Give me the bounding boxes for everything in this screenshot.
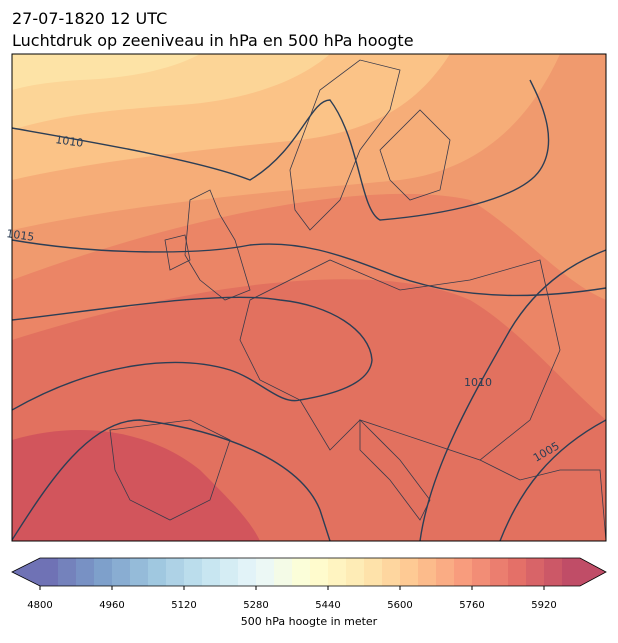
colorbar-segment <box>274 558 293 586</box>
colorbar-segment <box>454 558 473 586</box>
colorbar-frame <box>11 557 607 587</box>
colorbar-segment <box>184 558 203 586</box>
colorbar-segment <box>166 558 185 586</box>
colorbar-segment <box>202 558 221 586</box>
colorbar-segment <box>364 558 383 586</box>
colorbar-segment <box>238 558 257 586</box>
colorbar-segment <box>130 558 149 586</box>
colorbar-segment <box>418 558 437 586</box>
colorbar-tick-label: 5280 <box>243 600 268 611</box>
contour-label: 1010 <box>464 376 492 389</box>
title: 27-07-1820 12 UTC <box>12 9 167 28</box>
colorbar-tick-label: 5440 <box>315 600 340 611</box>
colorbar: 4800 4960 5120 5280 5440 5600 5760 5920 <box>11 557 607 611</box>
colorbar-tick-label: 5600 <box>387 600 412 611</box>
colorbar-segment <box>436 558 455 586</box>
colorbar-tick-label: 5920 <box>531 600 556 611</box>
colorbar-segment <box>400 558 419 586</box>
colorbar-extend-low <box>12 558 40 586</box>
colorbar-segment <box>562 558 581 586</box>
contour-label: 1010 <box>55 133 85 150</box>
colorbar-tick-label: 5760 <box>459 600 484 611</box>
colorbar-tick-label: 4960 <box>99 600 124 611</box>
colorbar-segment <box>382 558 401 586</box>
colorbar-segment <box>58 558 77 586</box>
subtitle: Luchtdruk op zeeniveau in hPa en 500 hPa… <box>12 31 414 50</box>
colorbar-extend-high <box>580 558 606 586</box>
colorbar-segment <box>148 558 167 586</box>
colorbar-segment <box>112 558 131 586</box>
colorbar-segment <box>346 558 365 586</box>
colorbar-segment <box>220 558 239 586</box>
colorbar-segment <box>94 558 113 586</box>
colorbar-tick-label: 4800 <box>27 600 52 611</box>
colorbar-tick-label: 5120 <box>171 600 196 611</box>
colorbar-segment <box>508 558 527 586</box>
contour-label: 1015 <box>6 227 36 244</box>
map: 1010 1015 1010 1005 <box>6 53 607 542</box>
colorbar-segment <box>310 558 329 586</box>
colorbar-segment <box>328 558 347 586</box>
colorbar-label: 500 hPa hoogte in meter <box>241 615 378 628</box>
colorbar-segment <box>526 558 545 586</box>
colorbar-segment <box>490 558 509 586</box>
colorbar-segment <box>544 558 563 586</box>
map-frame <box>11 53 607 542</box>
colorbar-segment <box>292 558 311 586</box>
colorbar-segment <box>76 558 95 586</box>
colorbar-segment <box>256 558 275 586</box>
colorbar-segment <box>40 558 59 586</box>
colorbar-segment <box>472 558 491 586</box>
